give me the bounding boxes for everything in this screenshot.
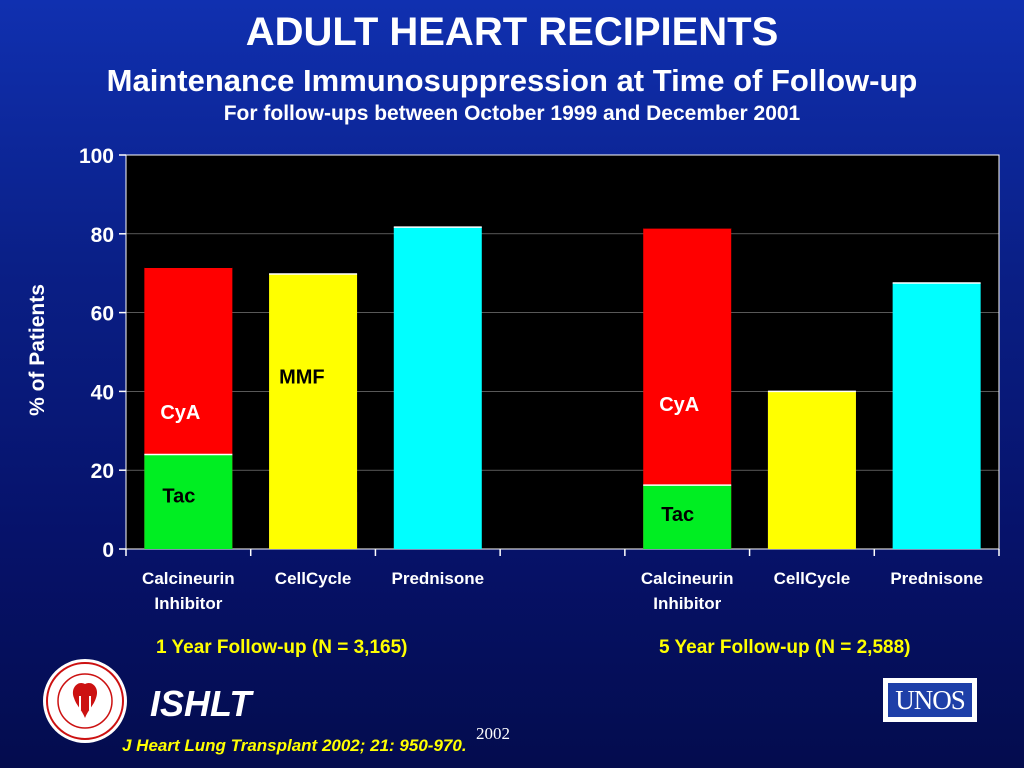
x-category-label: CellCycle [774,569,851,588]
chart-title: ADULT HEART RECIPIENTS [245,10,779,54]
segment-label-cya: CyA [659,394,699,416]
x-category-label: Calcineurin [641,569,734,588]
bar-5yr-cellcycle-mmf [767,391,856,549]
bar-5yr-prednisone [892,283,981,549]
x-category-label: Calcineurin [142,569,235,588]
unos-logo: UNOS [883,678,977,722]
x-category-label: CellCycle [275,569,352,588]
ishlt-seal-logo [43,659,127,743]
bar-1yr-prednisone [393,227,482,550]
segment-label-cya: CyA [160,402,200,424]
y-tick-label: 40 [91,381,114,404]
y-tick-label: 0 [102,539,114,562]
chart-subtitle: Maintenance Immunosuppression at Time of… [106,63,918,98]
y-tick-label: 20 [91,460,114,483]
citation: J Heart Lung Transplant 2002; 21: 950-97… [122,736,467,755]
x-category-label: Prednisone [391,569,484,588]
x-category-label: Prednisone [890,569,983,588]
y-tick-label: 80 [91,224,114,247]
x-category-label: Inhibitor [653,594,721,613]
x-category-label: Inhibitor [154,594,222,613]
y-tick-label: 60 [91,303,114,326]
society-name: ISHLT [150,683,252,724]
segment-label-mmf: MMF [279,367,325,389]
bar-1yr-calcineurin-inhibitor-tac [144,454,233,549]
bar-1yr-cellcycle-mmf [269,273,358,549]
group-label-5-year: 5 Year Follow-up (N = 2,588) [659,637,911,658]
chart-date-range: For follow-ups between October 1999 and … [223,102,801,125]
unos-logo-text: UNOS [888,683,972,717]
bar-5yr-calcineurin-inhibitor-tac [643,485,732,549]
segment-label-mmf: MMF [778,327,824,349]
plot-area [125,154,1000,550]
year-stamp: 2002 [476,724,510,743]
segment-label-tac: Tac [162,485,195,507]
group-label-1-year: 1 Year Follow-up (N = 3,165) [156,637,408,658]
segment-label-tac: Tac [661,504,694,526]
y-tick-label: 100 [79,145,114,168]
